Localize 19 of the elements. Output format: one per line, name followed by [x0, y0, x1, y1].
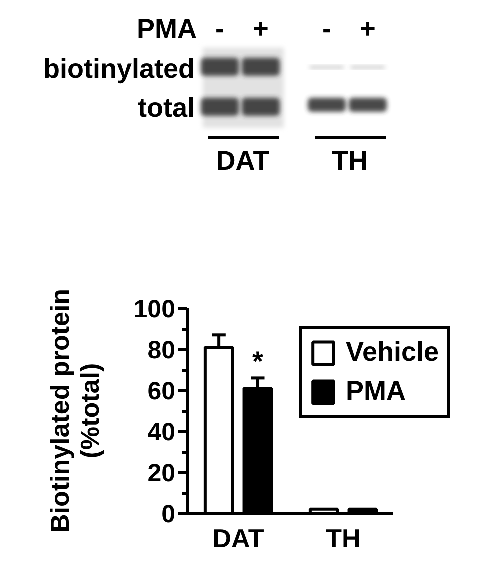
y-tick-label: 60	[148, 378, 176, 406]
y-axis-title: Biotinylated protein (%total)	[44, 288, 105, 534]
legend-label: Vehicle	[346, 337, 440, 368]
legend-label: PMA	[346, 376, 406, 407]
y-tick-label: 80	[148, 336, 176, 364]
y-tick-label: 100	[134, 296, 176, 324]
text: DAT	[216, 146, 270, 176]
text: TH	[332, 146, 368, 176]
annotation: *	[252, 346, 264, 378]
category-label: +	[360, 14, 376, 44]
category-label: +	[253, 14, 269, 44]
category-label: total	[138, 93, 195, 123]
category-label: -	[216, 14, 224, 44]
y-tick-label: 0	[162, 500, 176, 528]
text: PMA	[137, 14, 197, 44]
category-label: biotinylated	[43, 54, 195, 84]
category-label: -	[322, 14, 332, 44]
y-tick-label: 40	[148, 418, 176, 446]
y-tick-label: 20	[148, 460, 176, 488]
